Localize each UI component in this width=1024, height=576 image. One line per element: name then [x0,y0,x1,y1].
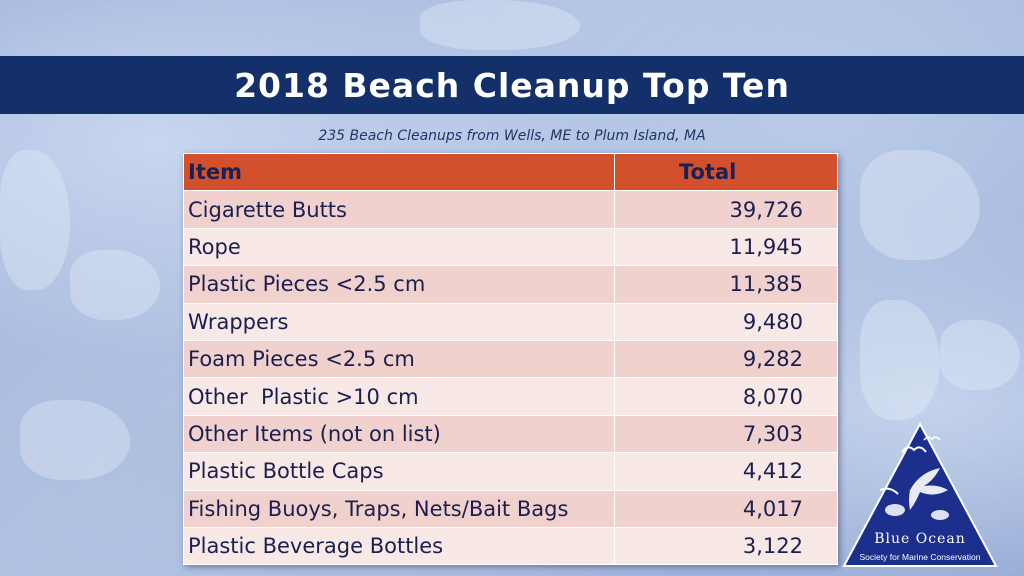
background-debris [20,400,130,480]
blue-ocean-logo [842,421,998,567]
row-total: 8,070 [613,377,839,416]
table-row: Foam Pieces <2.5 cm 9,282 [183,339,839,379]
background-debris [940,320,1020,390]
row-item: Fishing Buoys, Traps, Nets/Bait Bags [183,489,615,528]
row-total: 4,017 [613,489,839,528]
page-title: 2018 Beach Cleanup Top Ten [234,65,790,105]
table-row: Plastic Pieces <2.5 cm 11,385 [183,265,839,304]
row-item: Plastic Beverage Bottles [183,526,615,566]
row-item: Plastic Pieces <2.5 cm [183,265,615,304]
row-item: Cigarette Butts [183,190,615,229]
page-subtitle: 235 Beach Cleanups from Wells, ME to Plu… [318,128,706,144]
row-total: 3,122 [613,526,839,566]
row-item: Rope [183,227,615,267]
row-item: Wrappers [183,302,615,341]
header-item: Item [183,152,615,192]
background-debris [860,300,940,420]
background-debris [860,150,980,260]
row-item: Other Plastic >10 cm [183,377,615,416]
table-row: Plastic Beverage Bottles 3,122 [183,526,839,566]
background-debris [70,250,160,320]
row-item: Foam Pieces <2.5 cm [183,339,615,379]
table-row: Fishing Buoys, Traps, Nets/Bait Bags 4,0… [183,489,839,528]
row-total: 11,945 [613,227,839,267]
background-debris [0,150,70,290]
row-total: 7,303 [613,414,839,454]
table-row: Other Items (not on list) 7,303 [183,414,839,454]
table-header-row: Item Total [183,152,839,192]
title-bar: 2018 Beach Cleanup Top Ten [0,56,1024,114]
table-row: Cigarette Butts 39,726 [183,190,839,229]
table-row: Plastic Bottle Caps 4,412 [183,452,839,491]
logo-name: Blue Ocean [874,531,966,547]
table-row: Other Plastic >10 cm 8,070 [183,377,839,416]
top-ten-table: Item Total Cigarette Butts 39,726 Rope 1… [183,152,839,566]
table-row: Rope 11,945 [183,227,839,267]
row-total: 39,726 [613,190,839,229]
row-total: 9,480 [613,302,839,341]
row-total: 4,412 [613,452,839,491]
row-total: 9,282 [613,339,839,379]
row-item: Other Items (not on list) [183,414,615,454]
row-item: Plastic Bottle Caps [183,452,615,491]
background-debris [420,0,580,50]
logo-tagline: Society for Marine Conservation [859,552,981,562]
row-total: 11,385 [613,265,839,304]
table-row: Wrappers 9,480 [183,302,839,341]
header-total: Total [613,152,839,192]
